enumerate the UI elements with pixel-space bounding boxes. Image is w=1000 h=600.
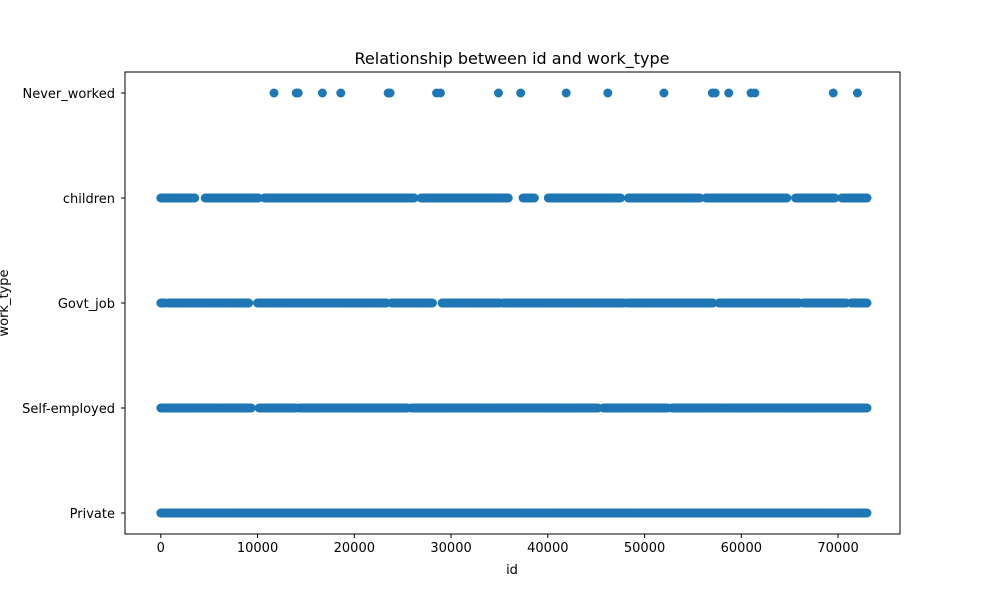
scatter-point — [317, 88, 327, 98]
scatter-point — [293, 88, 303, 98]
x-axis-label: id — [506, 563, 518, 578]
scatter-point — [409, 193, 419, 203]
scatter-point — [782, 193, 792, 203]
scatter-point — [244, 298, 254, 308]
y-tick-label: Private — [70, 507, 115, 522]
y-tick-label: Govt_job — [58, 297, 115, 312]
scatter-point — [385, 88, 395, 98]
y-ticks: Private Self-employed Govt_job children Neve… — [22, 87, 125, 522]
scatter-point — [493, 88, 503, 98]
x-tick-label: 10000 — [237, 541, 278, 556]
scatter-point — [862, 193, 872, 203]
y-tick-label: Self-employed — [22, 402, 115, 417]
scatter-point — [710, 88, 720, 98]
scatter-point — [516, 88, 526, 98]
x-tick-label: 30000 — [430, 541, 471, 556]
scatter-point — [246, 403, 256, 413]
scatter-point — [828, 88, 838, 98]
points-layer — [156, 88, 872, 518]
scatter-point — [862, 508, 872, 518]
y-axis-label: work_type — [0, 269, 12, 336]
scatter-point — [830, 193, 840, 203]
scatter-point — [603, 88, 613, 98]
scatter-point — [750, 88, 760, 98]
x-tick-label: 60000 — [721, 541, 762, 556]
scatter-point — [190, 193, 200, 203]
scatter-point — [862, 298, 872, 308]
scatter-point — [561, 88, 571, 98]
chart-title: Relationship between id and work_type — [355, 49, 670, 69]
scatter-point — [852, 88, 862, 98]
scatter-point — [269, 88, 279, 98]
x-tick-label: 70000 — [817, 541, 858, 556]
scatter-point — [659, 88, 669, 98]
x-ticks: 0 10000 20000 30000 40000 50000 60000 70000 — [157, 534, 859, 556]
x-tick-label: 40000 — [527, 541, 568, 556]
scatter-point — [724, 88, 734, 98]
scatter-point — [427, 298, 437, 308]
scatter-point — [529, 193, 539, 203]
x-tick-label: 0 — [157, 541, 165, 556]
y-tick-label: Never_worked — [22, 87, 115, 102]
scatter-point — [503, 193, 513, 203]
scatter-point — [616, 193, 626, 203]
scatter-point — [336, 88, 346, 98]
x-tick-label: 50000 — [624, 541, 665, 556]
scatter-point — [862, 403, 872, 413]
x-tick-label: 20000 — [334, 541, 375, 556]
scatter-point — [435, 88, 445, 98]
y-tick-label: children — [63, 192, 115, 207]
